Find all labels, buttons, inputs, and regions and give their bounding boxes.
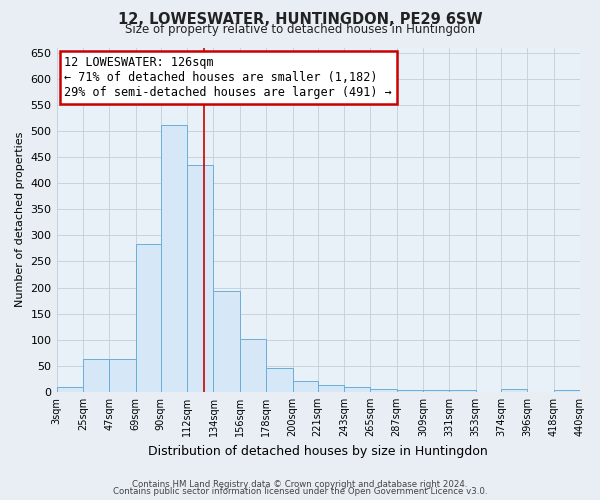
Bar bbox=[423, 390, 449, 392]
Text: Contains public sector information licensed under the Open Government Licence v3: Contains public sector information licen… bbox=[113, 487, 487, 496]
Bar bbox=[370, 390, 397, 392]
Bar bbox=[187, 165, 214, 392]
Text: Contains HM Land Registry data © Crown copyright and database right 2024.: Contains HM Land Registry data © Crown c… bbox=[132, 480, 468, 489]
Bar bbox=[266, 368, 293, 392]
Bar bbox=[83, 359, 109, 392]
Bar bbox=[136, 244, 161, 392]
Bar bbox=[501, 390, 527, 392]
X-axis label: Distribution of detached houses by size in Huntingdon: Distribution of detached houses by size … bbox=[148, 444, 488, 458]
Text: 12, LOWESWATER, HUNTINGDON, PE29 6SW: 12, LOWESWATER, HUNTINGDON, PE29 6SW bbox=[118, 12, 482, 28]
Text: 12 LOWESWATER: 126sqm
← 71% of detached houses are smaller (1,182)
29% of semi-d: 12 LOWESWATER: 126sqm ← 71% of detached … bbox=[64, 56, 392, 99]
Bar bbox=[161, 124, 187, 392]
Text: Size of property relative to detached houses in Huntingdon: Size of property relative to detached ho… bbox=[125, 22, 475, 36]
Bar bbox=[240, 338, 266, 392]
Bar bbox=[317, 385, 344, 392]
Y-axis label: Number of detached properties: Number of detached properties bbox=[15, 132, 25, 308]
Bar bbox=[293, 382, 317, 392]
Bar bbox=[214, 291, 240, 392]
Bar bbox=[56, 386, 83, 392]
Bar bbox=[449, 390, 476, 392]
Bar bbox=[109, 359, 136, 392]
Bar bbox=[554, 390, 580, 392]
Bar bbox=[344, 386, 370, 392]
Bar bbox=[397, 390, 423, 392]
